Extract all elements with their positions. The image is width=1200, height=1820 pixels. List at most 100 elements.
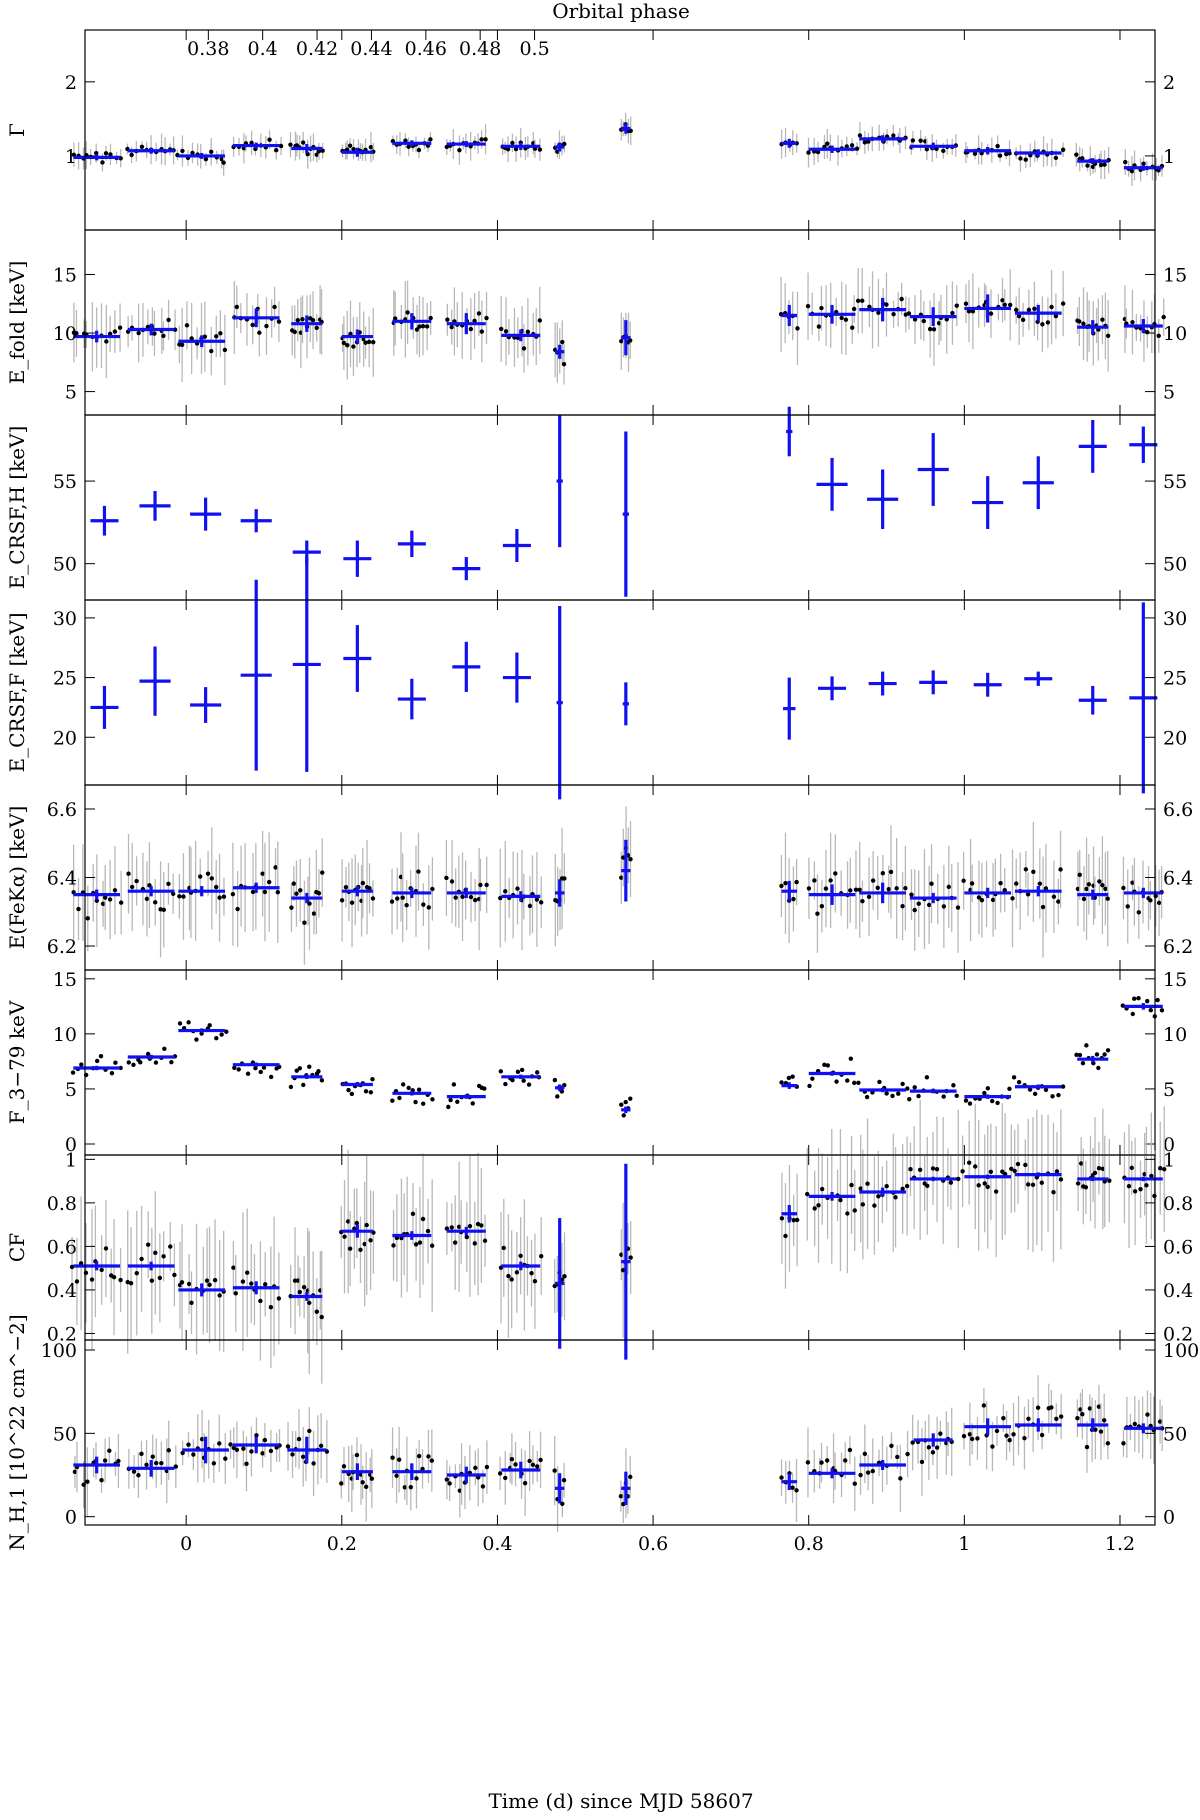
data-point: [1054, 1169, 1060, 1174]
data-point: [805, 304, 811, 309]
data-point: [144, 1462, 149, 1467]
data-point: [537, 147, 543, 152]
data-point: [83, 1270, 89, 1276]
data-point: [941, 1094, 946, 1099]
data-point: [404, 902, 409, 908]
data-point: [288, 142, 293, 147]
data-point: [273, 865, 278, 870]
data-point: [521, 1078, 526, 1083]
data-point: [103, 1246, 109, 1251]
data-point: [289, 905, 294, 910]
data-point: [420, 1216, 426, 1222]
data-point: [1078, 1407, 1083, 1412]
data-point: [628, 856, 633, 862]
y-tick-label-right: 0: [1163, 1507, 1175, 1529]
y-axis-label: N_H,1 [10^22 cm^−2]: [5, 1314, 29, 1550]
data-point: [153, 1060, 159, 1065]
data-point: [973, 1164, 978, 1169]
data-point: [849, 143, 855, 148]
data-point: [1040, 904, 1046, 910]
data-point: [212, 1278, 218, 1283]
data-point: [891, 133, 896, 138]
data-point: [537, 318, 543, 323]
data-point: [896, 1091, 901, 1096]
data-point: [107, 331, 113, 337]
data-point: [1007, 1086, 1012, 1091]
data-point: [950, 310, 955, 316]
y-tick-label: 55: [53, 471, 77, 493]
top-axis-title: Orbital phase: [552, 0, 690, 23]
data-point: [931, 327, 937, 332]
data-point: [1129, 168, 1135, 174]
data-point: [1023, 867, 1029, 872]
data-point: [966, 1160, 972, 1165]
data-point: [866, 894, 872, 900]
data-point: [1000, 298, 1005, 303]
data-point: [993, 1189, 999, 1194]
data-point: [166, 317, 171, 323]
data-point: [912, 907, 917, 913]
y-tick-label: 2: [65, 72, 77, 94]
data-point: [862, 140, 868, 145]
data-point: [421, 902, 426, 907]
data-point: [860, 298, 865, 303]
data-point: [406, 1085, 411, 1091]
data-point: [316, 891, 322, 896]
data-point: [214, 884, 219, 890]
data-point: [158, 907, 163, 912]
data-point: [1004, 1433, 1009, 1438]
data-point: [1159, 1008, 1165, 1013]
data-point: [223, 1456, 228, 1461]
data-point: [555, 1094, 560, 1099]
data-point: [779, 883, 784, 889]
data-point: [145, 1242, 151, 1247]
panel-binned: [73, 1163, 1163, 1360]
y-tick-label: 50: [53, 554, 77, 576]
data-point: [1009, 1166, 1014, 1171]
data-point: [967, 1101, 973, 1106]
data-point: [426, 905, 431, 910]
data-point: [786, 1075, 792, 1081]
data-point: [562, 1274, 567, 1279]
y-tick-label: 20: [53, 727, 77, 749]
data-point: [209, 348, 214, 354]
data-point: [453, 895, 458, 900]
data-point: [394, 1473, 399, 1478]
data-point: [895, 1454, 900, 1460]
data-point: [515, 1069, 521, 1075]
data-point: [169, 1059, 174, 1065]
data-point: [99, 1267, 104, 1273]
data-point: [561, 361, 567, 367]
data-point: [267, 137, 272, 142]
data-point: [1138, 1187, 1143, 1192]
data-point: [1103, 886, 1108, 891]
panel-binned: [73, 123, 1163, 171]
data-point: [1084, 1043, 1089, 1048]
data-point: [258, 1069, 263, 1075]
data-point: [478, 882, 483, 888]
panel-frame: [84, 414, 1156, 601]
data-point: [414, 327, 420, 332]
data-point: [214, 334, 219, 339]
data-point: [1007, 302, 1013, 308]
data-point: [291, 881, 297, 886]
data-point: [300, 317, 305, 322]
data-point: [825, 1063, 831, 1068]
data-point: [963, 301, 969, 306]
data-point: [370, 1077, 375, 1082]
data-point: [1023, 1162, 1028, 1168]
data-point: [1080, 156, 1085, 161]
data-point: [100, 901, 106, 907]
data-point: [621, 1113, 626, 1118]
data-point: [366, 339, 372, 345]
data-point: [503, 889, 508, 894]
data-point: [224, 1029, 229, 1034]
data-point: [285, 1444, 291, 1449]
data-point: [853, 887, 859, 892]
data-point: [230, 891, 236, 897]
data-point: [1032, 306, 1037, 311]
panel-frame: [84, 969, 1156, 1156]
data-point: [628, 1255, 633, 1260]
data-point: [131, 1469, 137, 1474]
